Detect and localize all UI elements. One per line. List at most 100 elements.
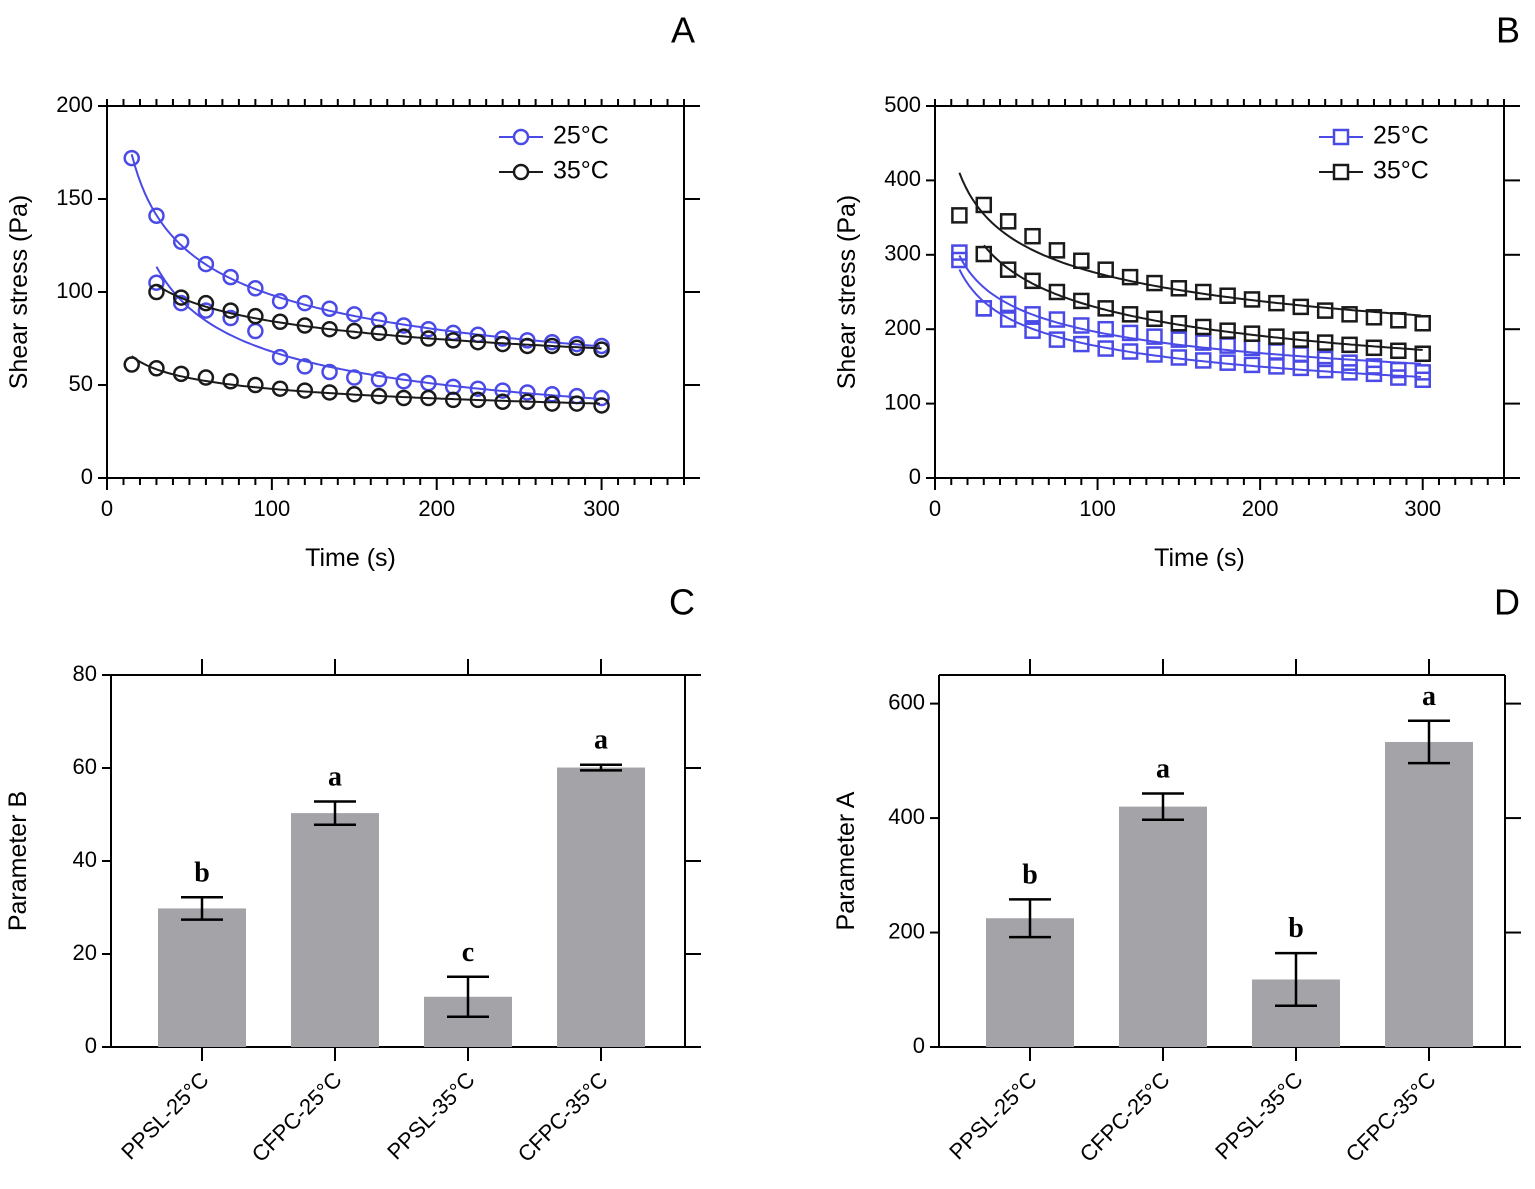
fit-curve — [958, 255, 1422, 365]
data-point — [172, 289, 190, 306]
data-point — [148, 207, 165, 224]
y-tick-label: 300 — [884, 241, 921, 266]
data-point — [494, 393, 511, 410]
data-point — [1194, 283, 1212, 301]
x-tick-label: 100 — [1079, 496, 1116, 521]
series-3 — [123, 355, 610, 414]
y-tick-label: 200 — [884, 315, 921, 340]
y-axis-title: Parameter A — [832, 791, 860, 930]
data-point — [321, 363, 338, 381]
data-point — [1146, 310, 1163, 328]
panel-letter: C — [669, 582, 695, 623]
y-tick-label: 60 — [73, 754, 97, 779]
data-point — [1024, 306, 1041, 323]
data-point — [1194, 318, 1212, 336]
x-tick-label: 100 — [253, 496, 290, 521]
x-tick-label: PPSL-35°C — [382, 1067, 479, 1164]
data-point — [321, 300, 338, 317]
data-point — [519, 393, 536, 410]
panel-c-bar-chart: C 0 20 40 60 80 Parameter B b PPSL-25°C a CFPC-25°… — [4, 582, 701, 1167]
data-point — [1097, 300, 1114, 317]
fit-curve — [958, 268, 1422, 378]
data-point — [1146, 328, 1163, 345]
data-point — [1024, 227, 1041, 245]
legend: 25°C 35°C — [499, 122, 609, 185]
data-point — [1121, 343, 1139, 360]
legend-marker — [1332, 128, 1350, 146]
data-point — [1146, 274, 1163, 292]
data-point — [247, 376, 264, 394]
legend-label: 35°C — [1373, 157, 1429, 185]
data-point — [1048, 242, 1066, 259]
x-tick-label: CFPC-35°C — [1341, 1067, 1441, 1167]
bar — [1119, 806, 1207, 1047]
data-point — [1024, 272, 1041, 290]
data-point — [1292, 359, 1310, 377]
y-tick-label: 20 — [73, 940, 97, 965]
data-point — [1365, 365, 1383, 383]
fit-curve — [983, 244, 1423, 351]
data-point — [296, 317, 314, 334]
bar — [986, 918, 1074, 1047]
data-point — [1219, 322, 1236, 339]
data-point — [222, 268, 239, 286]
data-point — [247, 280, 264, 297]
data-point — [271, 380, 289, 397]
y-tick-label: 150 — [56, 185, 93, 210]
data-point — [197, 255, 215, 273]
data-point — [1341, 306, 1358, 323]
data-point — [1097, 340, 1114, 357]
x-tick-label: 0 — [929, 496, 941, 521]
data-point — [1414, 371, 1431, 389]
data-point — [148, 283, 165, 301]
panel-letter: D — [1494, 582, 1520, 623]
data-point — [1170, 314, 1188, 332]
series-0 — [123, 149, 610, 355]
data-point — [1316, 350, 1334, 368]
x-axis-title: Time (s) — [1154, 544, 1245, 572]
panel-b-scatter: B 0 100 200 300 400 500 Shear stress (Pa) 0 100 20… — [833, 10, 1520, 572]
data-point — [370, 324, 388, 342]
legend-marker — [1332, 163, 1350, 181]
y-tick-label: 0 — [909, 464, 921, 489]
data-point — [1219, 287, 1236, 304]
data-point — [247, 322, 264, 340]
legend: 25°C 35°C — [1319, 122, 1429, 185]
data-point — [593, 341, 610, 358]
y-tick-label: 400 — [884, 166, 921, 191]
data-point — [543, 395, 561, 412]
data-point — [1316, 334, 1334, 351]
x-tick-label: CFPC-25°C — [1075, 1067, 1175, 1167]
y-tick-label: 0 — [85, 1033, 97, 1058]
legend-marker — [512, 128, 530, 146]
data-point — [1292, 298, 1310, 316]
data-point — [123, 356, 140, 373]
data-point — [975, 245, 993, 263]
data-point — [1390, 342, 1407, 360]
data-point — [1097, 320, 1114, 338]
data-point — [395, 373, 412, 390]
data-point — [1073, 252, 1090, 270]
data-point — [197, 369, 215, 386]
data-point — [1048, 311, 1066, 328]
data-point — [469, 333, 487, 351]
y-axis-title: Shear stress (Pa) — [5, 195, 33, 390]
data-point — [222, 309, 239, 327]
x-tick-label: 300 — [583, 496, 620, 521]
data-point — [1219, 354, 1236, 371]
series-1 — [951, 251, 1431, 389]
significance-letter: b — [194, 857, 210, 888]
data-point — [346, 322, 363, 340]
significance-letter: c — [462, 937, 474, 968]
data-point — [1170, 349, 1188, 366]
data-point — [197, 302, 215, 319]
data-point — [1121, 306, 1139, 323]
data-point — [1194, 352, 1212, 369]
data-point — [1121, 268, 1139, 286]
x-tick-label: 200 — [418, 496, 455, 521]
y-tick-label: 0 — [81, 464, 93, 489]
data-point — [1341, 364, 1358, 381]
legend-label: 25°C — [553, 122, 609, 150]
data-point — [395, 389, 412, 407]
